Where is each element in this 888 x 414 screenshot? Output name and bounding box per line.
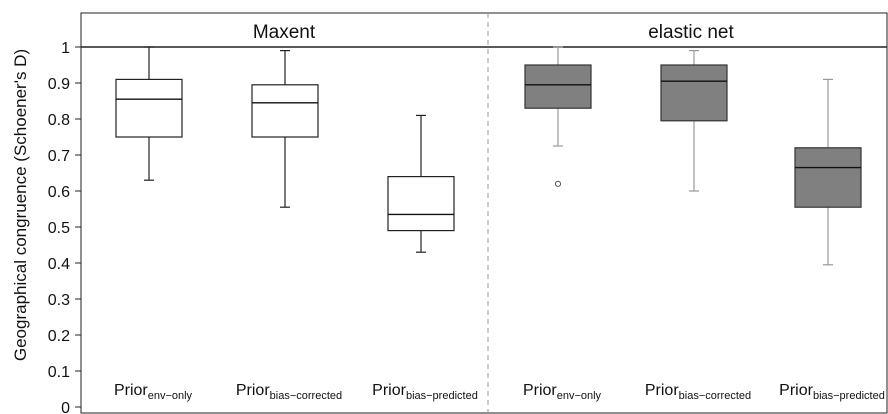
category-label: Priorbias−predicted bbox=[372, 382, 478, 402]
category-label-main: Prior bbox=[372, 382, 406, 399]
y-tick-label: 0.1 bbox=[48, 364, 70, 381]
y-tick-label: 0 bbox=[61, 400, 70, 414]
y-tick-label: 0.8 bbox=[48, 112, 70, 129]
panel-title-elastic-net: elastic net bbox=[648, 22, 734, 43]
iqr-box bbox=[794, 147, 862, 208]
category-label-sub: bias−corrected bbox=[679, 390, 751, 402]
category-label-main: Prior bbox=[645, 382, 679, 399]
box-elastic-net-2 bbox=[660, 49, 728, 192]
y-tick-label: 0.6 bbox=[48, 184, 70, 201]
box-elastic-net-1 bbox=[524, 46, 592, 187]
box-maxent-1 bbox=[115, 46, 183, 181]
box-maxent-3 bbox=[387, 114, 455, 253]
category-label-sub: bias−predicted bbox=[406, 390, 478, 402]
category-label: Priorenv−only bbox=[523, 382, 602, 402]
category-label-main: Prior bbox=[523, 382, 557, 399]
category-label-sub: env−only bbox=[148, 390, 193, 402]
y-tick-label: 0.5 bbox=[48, 220, 70, 237]
y-tick-label: 0.4 bbox=[48, 256, 70, 273]
y-axis: 0 0.1 0.2 0.3 0.4 0.5 0.6 0.7 0.8 0.9 1 bbox=[48, 13, 82, 414]
category-label: Priorenv−only bbox=[114, 382, 193, 402]
y-tick-label: 1 bbox=[61, 40, 70, 57]
category-label: Priorbias−predicted bbox=[779, 382, 885, 402]
category-labels: Priorenv−only Priorbias−corrected Priorbia… bbox=[114, 382, 885, 402]
y-tick-label: 0.3 bbox=[48, 292, 70, 309]
category-label-sub: bias−corrected bbox=[270, 390, 342, 402]
iqr-box bbox=[115, 78, 183, 138]
box-elastic-net-3 bbox=[794, 78, 862, 266]
outlier-point bbox=[554, 180, 562, 187]
y-tick-label: 0.2 bbox=[48, 328, 70, 345]
panel-title-maxent: Maxent bbox=[253, 22, 316, 43]
category-label: Priorbias−corrected bbox=[645, 382, 751, 402]
box-maxent-2 bbox=[251, 49, 319, 208]
iqr-box bbox=[251, 84, 319, 138]
category-label-sub: env−only bbox=[557, 390, 602, 402]
category-label: Priorbias−corrected bbox=[236, 382, 342, 402]
y-tick-label: 0.9 bbox=[48, 76, 70, 93]
y-axis-title: Geographical congruence (Schoener's D) bbox=[11, 49, 30, 361]
category-label-sub: bias−predicted bbox=[813, 390, 885, 402]
category-label-main: Prior bbox=[114, 382, 148, 399]
box-groups bbox=[115, 46, 862, 266]
iqr-box bbox=[660, 64, 728, 122]
category-label-main: Prior bbox=[779, 382, 813, 399]
iqr-box bbox=[387, 176, 455, 232]
plot-frame bbox=[80, 12, 888, 414]
iqr-box bbox=[524, 64, 592, 109]
y-tick-label: 0.7 bbox=[48, 148, 70, 165]
category-label-main: Prior bbox=[236, 382, 270, 399]
